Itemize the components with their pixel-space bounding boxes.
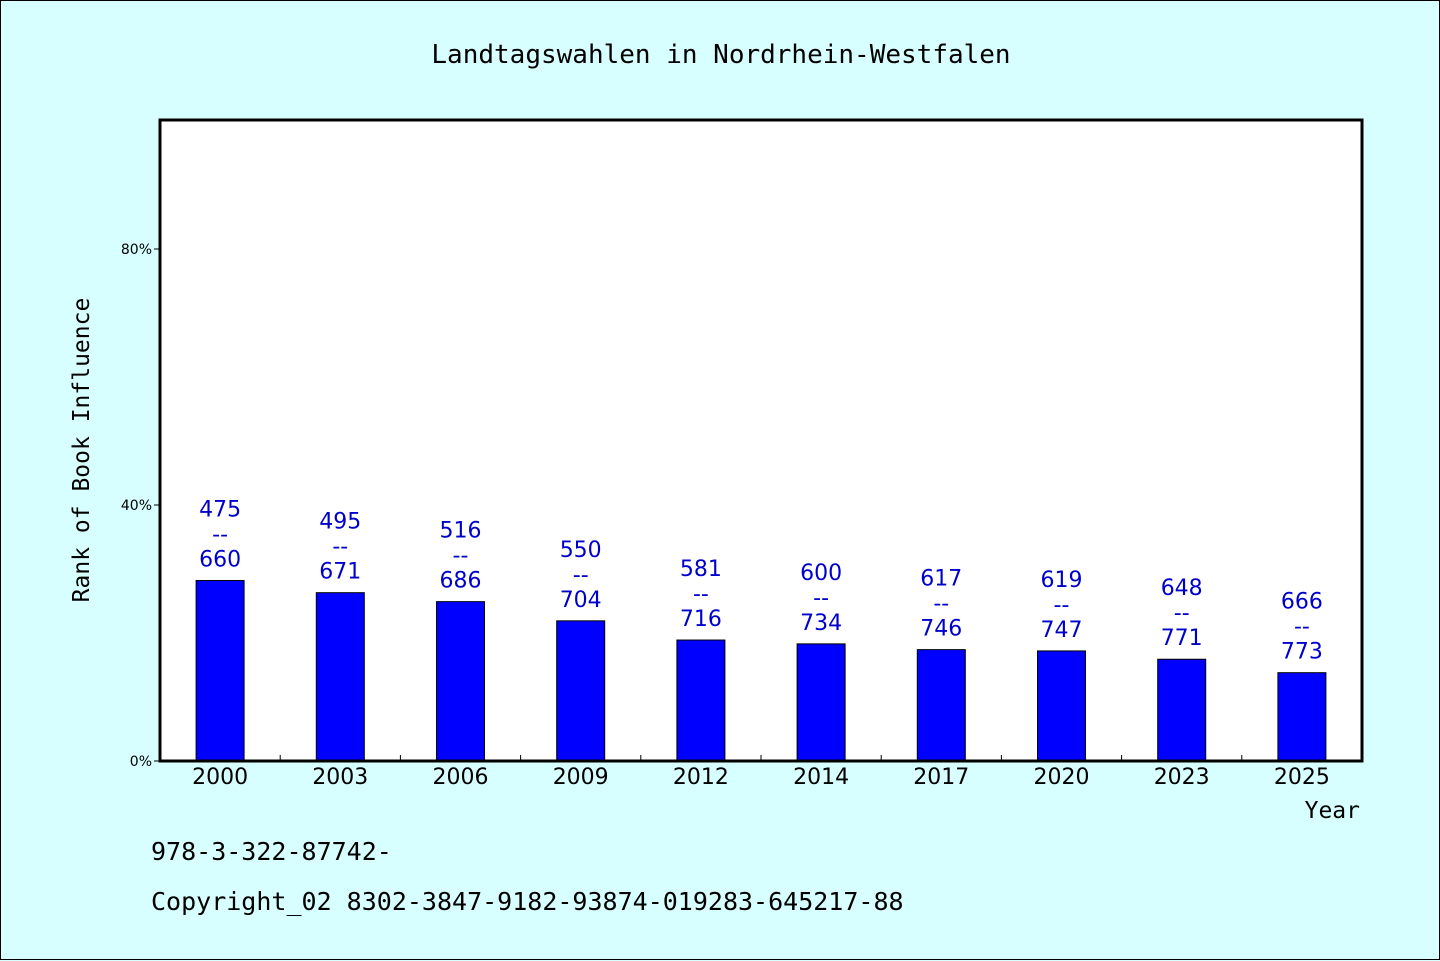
bar [1037,650,1086,762]
x-tick-label: 2003 [312,765,368,790]
bar-value-label: 516 [440,519,482,544]
bar-value-label: -- [933,592,949,617]
y-tick-label: 80% [121,242,152,258]
bar-value-label: 475 [199,498,241,523]
bar-value-label: -- [813,586,829,611]
x-tick-label: 2009 [553,765,609,790]
bar-value-label: 600 [800,561,842,586]
x-tick-label: 2017 [913,765,969,790]
bar-value-label: 495 [319,510,361,535]
x-ticks-layer: 2000 2003 2006 2009 2012 2014 2017 2020 2023 2025 [192,755,1330,790]
x-tick-label: 2025 [1274,765,1330,790]
x-tick-label: 2006 [433,765,489,790]
bar-value-label: 617 [920,567,962,592]
bar-value-label: -- [573,563,589,588]
bar-value-label: 671 [319,560,361,585]
y-tick-label: 40% [121,498,152,514]
chart-title: Landtagswahlen in Nordrhein-Westfalen [431,40,1010,70]
copyright-text: Copyright_02 8302-3847-9182-93874-019283… [151,887,904,916]
bar-value-label: 581 [680,557,722,582]
x-tick-label: 2000 [192,765,248,790]
bar-value-label: 660 [199,548,241,573]
bar-value-label: -- [1294,615,1310,640]
y-tick-label: 0% [130,754,152,770]
y-ticks-layer: 0% 40% 80% [121,242,160,770]
bars-layer [195,580,1327,762]
bar-value-label: 746 [920,617,962,642]
bar-value-label: 734 [800,611,842,636]
plot-border [158,118,1364,763]
bar [676,639,726,762]
bar-value-label: 716 [680,607,722,632]
bar [1277,672,1327,762]
bar-value-label: -- [1174,601,1190,626]
bar-value-label: 747 [1041,618,1083,643]
bar [1157,658,1207,762]
x-tick-label: 2014 [793,765,849,790]
bar-value-label: 704 [560,588,602,613]
bar [916,649,966,762]
bar-value-label: 773 [1281,640,1323,665]
bar-value-label: -- [1054,593,1070,618]
bar-value-label: -- [693,582,709,607]
bar-value-label: 686 [440,569,482,594]
bar-labels-layer: 475--660495--671516--686550--704581--716… [199,498,1323,665]
bar-value-label: -- [453,544,469,569]
bar-value-label: 648 [1161,576,1203,601]
bar-value-label: -- [332,535,348,560]
y-axis-title: Rank of Book Influence [69,298,95,603]
bar [195,580,245,762]
bar [796,643,846,762]
x-tick-label: 2012 [673,765,729,790]
bar [556,620,606,762]
bar-value-label: 771 [1161,626,1203,651]
x-tick-label: 2023 [1154,765,1210,790]
bar [315,592,365,762]
bar-value-label: 550 [560,538,602,563]
bar-value-label: 666 [1281,590,1323,615]
x-tick-label: 2020 [1034,765,1090,790]
bar-value-label: -- [212,523,228,548]
bar [436,601,485,762]
isbn-text: 978-3-322-87742- [151,837,392,866]
bar-value-label: 619 [1041,568,1083,593]
x-axis-title: Year [1305,798,1360,824]
